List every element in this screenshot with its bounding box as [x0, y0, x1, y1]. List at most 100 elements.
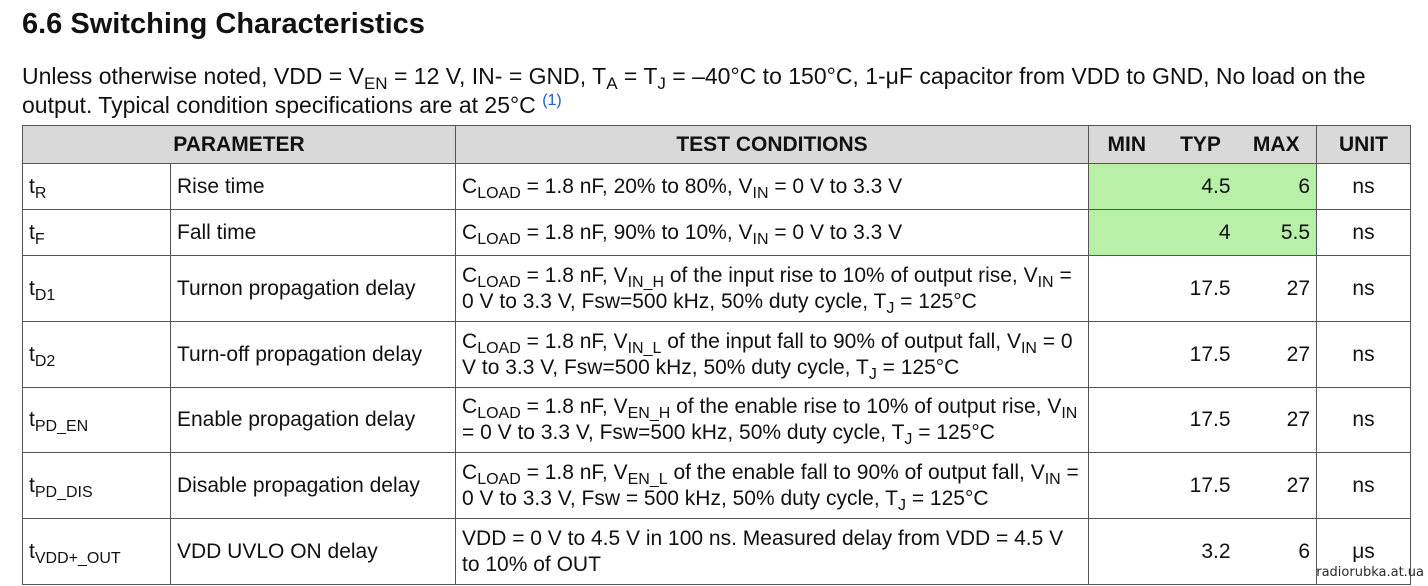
- unit-cell: ns: [1316, 209, 1412, 256]
- symbol-cell: tPD_EN: [22, 387, 171, 453]
- parameter-cell: Turn-off propagation delay: [169, 321, 457, 388]
- symbol-cell: tPD_DIS: [22, 452, 171, 519]
- test-condition-cell: CLOAD = 1.8 nF, VIN_H of the input rise …: [455, 255, 1090, 322]
- table-row: tPD_EN Enable propagation delay CLOAD = 1.…: [22, 387, 1412, 453]
- condition-text: = 0 V to 3.3 V, Fsw=500 kHz, 50% duty cy…: [462, 263, 1072, 313]
- test-condition-cell: VDD = 0 V to 4.5 V in 100 ns. Measured d…: [455, 518, 1090, 585]
- symbol-subscript: PD_EN: [34, 418, 89, 435]
- intro-part: = T: [617, 63, 658, 89]
- footnote-link[interactable]: (1): [542, 92, 562, 109]
- condition-subscript: IN: [1044, 470, 1061, 488]
- typ-value: 17.5: [1164, 255, 1237, 322]
- condition-subscript: J: [904, 431, 913, 448]
- symbol-base: t: [29, 408, 35, 431]
- min-value: [1088, 518, 1165, 585]
- test-condition-cell: CLOAD = 1.8 nF, 20% to 80%, VIN = 0 V to…: [455, 163, 1090, 210]
- condition-subscript: J: [886, 299, 895, 317]
- condition-text: = 0 V to 3.3 V, Fsw=500 kHz, 50% duty cy…: [462, 421, 905, 444]
- unit-cell: μs: [1316, 518, 1412, 585]
- symbol-cell: tD2: [22, 321, 171, 388]
- section-title: 6.6 Switching Characteristics: [22, 8, 425, 40]
- condition-subscript: LOAD: [477, 339, 521, 357]
- symbol-subscript: PD_DIS: [34, 483, 93, 501]
- parameter-cell: Rise time: [169, 163, 457, 210]
- condition-text: = 1.8 nF, 90% to 10%, V: [520, 220, 753, 244]
- parameter-cell: Turnon propagation delay: [169, 255, 457, 322]
- unit-cell: ns: [1316, 321, 1412, 388]
- table-row: tR Rise time CLOAD = 1.8 nF, 20% to 80%, V…: [22, 163, 1412, 210]
- max-value: 27: [1236, 387, 1318, 453]
- intro-text: Unless otherwise noted, VDD = VEN = 12 V…: [22, 62, 1412, 120]
- test-condition-cell: CLOAD = 1.8 nF, VEN_L of the enable fall…: [455, 452, 1090, 519]
- condition-text: = 125°C: [894, 289, 977, 313]
- unit-cell: ns: [1316, 255, 1412, 322]
- max-value: 27: [1236, 452, 1318, 519]
- condition-text: of the enable rise to 10% of output rise…: [670, 395, 1062, 418]
- condition-subscript: LOAD: [477, 405, 521, 422]
- condition-text: C: [462, 460, 478, 484]
- condition-text: = 1.8 nF, V: [520, 329, 628, 353]
- condition-subscript: LOAD: [477, 184, 521, 202]
- intro-part: Unless otherwise noted, VDD = V: [22, 63, 364, 89]
- table-row: tF Fall time CLOAD = 1.8 nF, 90% to 10%, V…: [22, 209, 1412, 256]
- symbol-subscript: VDD+_OUT: [34, 549, 121, 567]
- typ-value: 4: [1164, 209, 1237, 256]
- symbol-subscript: F: [34, 230, 45, 248]
- condition-text: = 1.8 nF, V: [520, 460, 628, 484]
- parameter-cell: Enable propagation delay: [169, 387, 457, 453]
- test-condition-cell: CLOAD = 1.8 nF, VIN_L of the input fall …: [455, 321, 1090, 388]
- typ-value: 17.5: [1164, 321, 1237, 388]
- parameter-cell: Disable propagation delay: [169, 452, 457, 519]
- condition-subscript: LOAD: [477, 230, 521, 248]
- intro-subscript: J: [657, 74, 666, 93]
- condition-subscript: EN_L: [627, 470, 668, 488]
- condition-text: = 125°C: [912, 421, 995, 444]
- condition-text: C: [462, 263, 478, 287]
- condition-subscript: IN: [1037, 273, 1054, 291]
- max-value: 27: [1236, 255, 1318, 322]
- condition-text: C: [462, 329, 478, 353]
- col-header-max: MAX: [1236, 125, 1318, 164]
- intro-subscript: EN: [363, 74, 388, 93]
- switching-characteristics-table: PARAMETER TEST CONDITIONS MIN TYP MAX UN…: [21, 125, 1412, 585]
- symbol-subscript: D2: [34, 352, 56, 370]
- min-value: [1088, 209, 1165, 256]
- min-value: [1088, 321, 1165, 388]
- symbol-base: t: [29, 276, 35, 300]
- condition-subscript: IN: [1020, 339, 1037, 357]
- condition-text: VDD = 0 V to 4.5 V in 100 ns. Measured d…: [462, 526, 1064, 576]
- max-value: 27: [1236, 321, 1318, 388]
- symbol-subscript: D1: [34, 286, 56, 304]
- max-value: 6: [1236, 163, 1318, 210]
- condition-text: of the enable fall to 90% of output fall…: [667, 460, 1045, 484]
- condition-text: = 1.8 nF, V: [520, 395, 628, 418]
- condition-subscript: LOAD: [477, 273, 521, 291]
- intro-part: = –40°C to 150°C, 1-μF capacitor from VD…: [22, 63, 1366, 118]
- parameter-cell: VDD UVLO ON delay: [169, 518, 457, 585]
- table-row: tD2 Turn-off propagation delay CLOAD = 1.8…: [22, 321, 1412, 388]
- min-value: [1088, 163, 1165, 210]
- condition-text: of the input fall to 90% of output fall,…: [661, 329, 1021, 353]
- typ-value: 17.5: [1164, 387, 1237, 453]
- table-header-row: PARAMETER TEST CONDITIONS MIN TYP MAX UN…: [21, 125, 1412, 164]
- symbol-cell: tVDD+_OUT: [22, 518, 171, 585]
- condition-text: = 1.8 nF, 20% to 80%, V: [520, 174, 753, 198]
- condition-text: = 125°C: [876, 355, 960, 379]
- condition-text: = 1.8 nF, V: [520, 263, 628, 287]
- col-header-parameter: PARAMETER: [21, 125, 457, 164]
- condition-subscript: J: [868, 365, 877, 383]
- condition-subscript: J: [897, 496, 906, 514]
- symbol-cell: tD1: [22, 255, 171, 322]
- condition-text: C: [462, 220, 478, 244]
- min-value: [1088, 452, 1165, 519]
- col-header-min: MIN: [1088, 125, 1165, 164]
- condition-text: = 0 V to 3.3 V, Fsw=500 kHz, 50% duty cy…: [462, 329, 1073, 379]
- intro-part: = 12 V, IN- = GND, T: [387, 63, 607, 89]
- condition-subscript: IN_L: [627, 339, 662, 357]
- table-row: tVDD+_OUT VDD UVLO ON delay VDD = 0 V to 4…: [22, 518, 1412, 585]
- condition-text: C: [462, 174, 478, 198]
- min-value: [1088, 255, 1165, 322]
- table-row: tD1 Turnon propagation delay CLOAD = 1.8 n…: [22, 255, 1412, 322]
- test-condition-cell: CLOAD = 1.8 nF, 90% to 10%, VIN = 0 V to…: [455, 209, 1090, 256]
- intro-subscript: A: [606, 74, 618, 93]
